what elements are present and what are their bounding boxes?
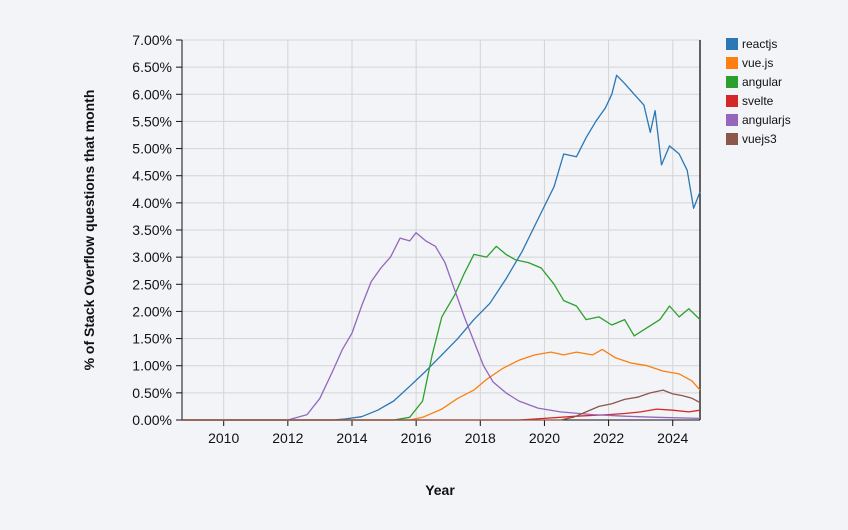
y-axis-label: % of Stack Overflow questions that month [81, 90, 97, 371]
series-line-reactjs [182, 74, 701, 421]
legend-swatch [726, 38, 738, 50]
y-tick-label: 3.00% [132, 249, 172, 265]
y-tick-label: 6.50% [132, 59, 172, 75]
y-tick-label: 5.00% [132, 141, 172, 157]
grid [182, 39, 700, 421]
y-tick-label: 1.00% [132, 358, 172, 374]
legend: reactjs vue.js angular svelte angularjs vuejs… [726, 37, 791, 146]
series-lines [182, 74, 701, 421]
y-tick-label: 4.00% [132, 195, 172, 211]
series-line-vuejs3 [182, 389, 701, 421]
legend-swatch [726, 57, 738, 69]
y-tick-label: 3.50% [132, 222, 172, 238]
y-tick-label: 2.00% [132, 303, 172, 319]
x-tick-label: 2012 [272, 430, 303, 446]
legend-label: svelte [742, 94, 774, 108]
x-tick-label: 2018 [465, 430, 496, 446]
y-axis-ticks: 0.00% 0.50% 1.00% 1.50% 2.00% 2.50% 3.00% 3.50%… [132, 32, 182, 428]
legend-swatch [726, 76, 738, 88]
x-tick-label: 2016 [401, 430, 432, 446]
series-line-svelte [182, 408, 701, 421]
y-tick-label: 0.00% [132, 412, 172, 428]
legend-swatch [726, 95, 738, 107]
y-tick-label: 5.50% [132, 113, 172, 129]
x-tick-label: 2022 [593, 430, 624, 446]
series-line-vue-js [182, 348, 701, 421]
legend-swatch [726, 114, 738, 126]
legend-swatch [726, 133, 738, 145]
legend-label: vue.js [742, 56, 773, 70]
y-tick-label: 2.50% [132, 276, 172, 292]
y-tick-label: 7.00% [132, 32, 172, 48]
x-tick-label: 2010 [208, 430, 239, 446]
x-tick-label: 2020 [529, 430, 560, 446]
x-tick-label: 2014 [336, 430, 367, 446]
legend-label: reactjs [742, 37, 777, 51]
y-tick-label: 6.00% [132, 86, 172, 102]
series-line-angular [182, 245, 701, 421]
legend-label: angularjs [742, 113, 791, 127]
x-axis-ticks: 2010 2012 2014 2016 2018 2020 2022 2024 [208, 420, 689, 446]
legend-label: vuejs3 [742, 132, 777, 146]
x-tick-label: 2024 [657, 430, 688, 446]
y-tick-label: 1.50% [132, 331, 172, 347]
y-tick-label: 0.50% [132, 385, 172, 401]
series-line-angularjs [182, 232, 701, 421]
y-tick-label: 4.50% [132, 168, 172, 184]
x-axis-label: Year [425, 482, 455, 498]
legend-label: angular [742, 75, 782, 89]
